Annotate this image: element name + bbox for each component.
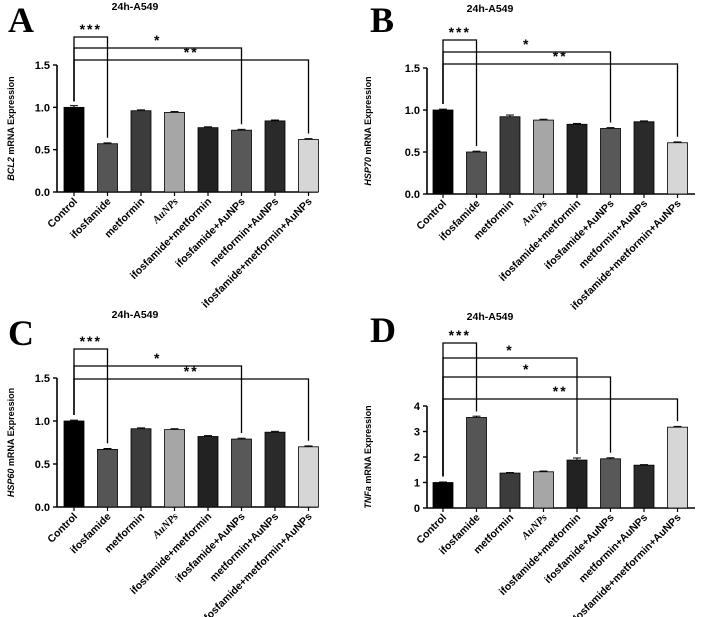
significance-label: *** [80, 333, 102, 349]
y-tick-label: 4 [414, 401, 421, 413]
significance-label: ** [553, 383, 568, 399]
chart-title: 24h-A549 [112, 309, 159, 321]
panel-letter: D [370, 310, 396, 350]
y-tick-label: 0 [414, 503, 420, 515]
y-axis-label-rest: mRNA Expression [363, 405, 373, 486]
x-tick-label: AuNPs [519, 512, 549, 542]
bar [63, 106, 85, 193]
significance-label: * [154, 32, 161, 48]
panel-letter: A [8, 0, 34, 40]
bar [466, 151, 487, 195]
significance-label: ** [553, 48, 568, 64]
bar [164, 112, 185, 193]
bar [499, 472, 521, 509]
bar [499, 116, 521, 195]
y-axis-label: BCL2 mRNA Expression [6, 76, 16, 180]
bar [633, 464, 655, 509]
x-tick-label: AuNPs [150, 511, 180, 541]
bar [197, 127, 219, 193]
significance-label: *** [449, 24, 471, 40]
chart-panel-b: B 24h-A549 HSP70 mRNA Expression 0.0 0.5 1.0 1… [363, 0, 695, 313]
y-axis-label-gene: HSP70 [363, 157, 373, 186]
bar [533, 471, 554, 509]
bar [63, 420, 85, 508]
y-tick-label: 0.5 [35, 459, 50, 471]
y-axis-label-rest: mRNA Expression [363, 76, 373, 157]
chart-panel-c: C 24h-A549 HSP60 mRNA Expression 0.0 0.5 1.0 1… [6, 309, 319, 617]
significance-label: ** [184, 363, 199, 379]
significance-label: *** [80, 21, 102, 37]
y-tick-label: 1.0 [35, 416, 50, 428]
significance-bracket [442, 63, 679, 137]
significance-label: ** [184, 44, 199, 60]
bar [600, 458, 621, 509]
bar [231, 129, 252, 193]
bar [667, 142, 688, 195]
y-tick-label: 1.5 [35, 60, 50, 72]
significance-label: *** [449, 327, 471, 343]
significance-label: * [523, 361, 530, 377]
y-tick-label: 1 [414, 478, 420, 490]
significance-label: * [154, 350, 161, 366]
panel-letter: C [8, 313, 34, 353]
significance-label: * [523, 36, 530, 52]
y-tick-label: 1.0 [405, 105, 420, 117]
y-tick-label: 0.0 [405, 189, 420, 201]
y-tick-label: 2 [414, 452, 420, 464]
y-tick-label: 3 [414, 427, 420, 439]
bar [264, 120, 286, 193]
bar [633, 121, 655, 195]
bar [97, 143, 118, 193]
bar [566, 123, 588, 195]
bar [231, 438, 252, 508]
x-tick-label: AuNPs [150, 196, 180, 226]
y-axis-label-gene: BCL2 [6, 157, 16, 181]
bar [298, 139, 319, 193]
significance-label: * [506, 342, 513, 358]
bar [264, 431, 286, 508]
bar [432, 109, 454, 195]
significance-bracket [442, 51, 612, 123]
significance-bracket [442, 357, 578, 477]
y-tick-label: 0.5 [405, 147, 420, 159]
bar [97, 448, 118, 508]
y-axis-label-gene: HSP60 [6, 469, 16, 498]
chart-title: 24h-A549 [467, 311, 514, 323]
bar [466, 417, 487, 509]
bar [130, 110, 152, 193]
chart-title: 24h-A549 [112, 1, 159, 13]
bar [566, 459, 588, 509]
bar [197, 436, 219, 508]
bar [164, 429, 185, 508]
chart-title: 24h-A549 [467, 3, 514, 15]
x-tick-label: AuNPs [519, 198, 549, 228]
y-axis-label-gene: TNFa [363, 486, 373, 509]
significance-bracket [442, 398, 679, 477]
y-tick-label: 1.0 [35, 102, 50, 114]
significance-bracket [73, 59, 310, 134]
y-tick-label: 0.0 [35, 502, 50, 514]
y-tick-label: 1.5 [405, 63, 420, 75]
significance-bracket [73, 365, 243, 434]
significance-bracket [73, 378, 310, 441]
bar [432, 482, 454, 509]
bar [130, 428, 152, 508]
panel-letter: B [370, 0, 394, 40]
y-axis-label-rest: mRNA Expression [6, 388, 16, 469]
y-tick-label: 0.5 [35, 145, 50, 157]
chart-panel-a: A 24h-A549 BCL2 mRNA Expression 0.0 0.5 1.0 1.… [6, 0, 319, 311]
y-axis-label: HSP60 mRNA Expression [6, 388, 16, 497]
bar [533, 119, 554, 195]
bar [667, 426, 688, 509]
y-axis-label-rest: mRNA Expression [6, 76, 16, 157]
bar [600, 128, 621, 195]
y-axis-label: TNFa mRNA Expression [363, 405, 373, 508]
y-tick-label: 0.0 [35, 187, 50, 199]
y-axis-label: HSP70 mRNA Expression [363, 76, 373, 185]
bar [298, 446, 319, 508]
y-tick-label: 1.5 [35, 373, 50, 385]
